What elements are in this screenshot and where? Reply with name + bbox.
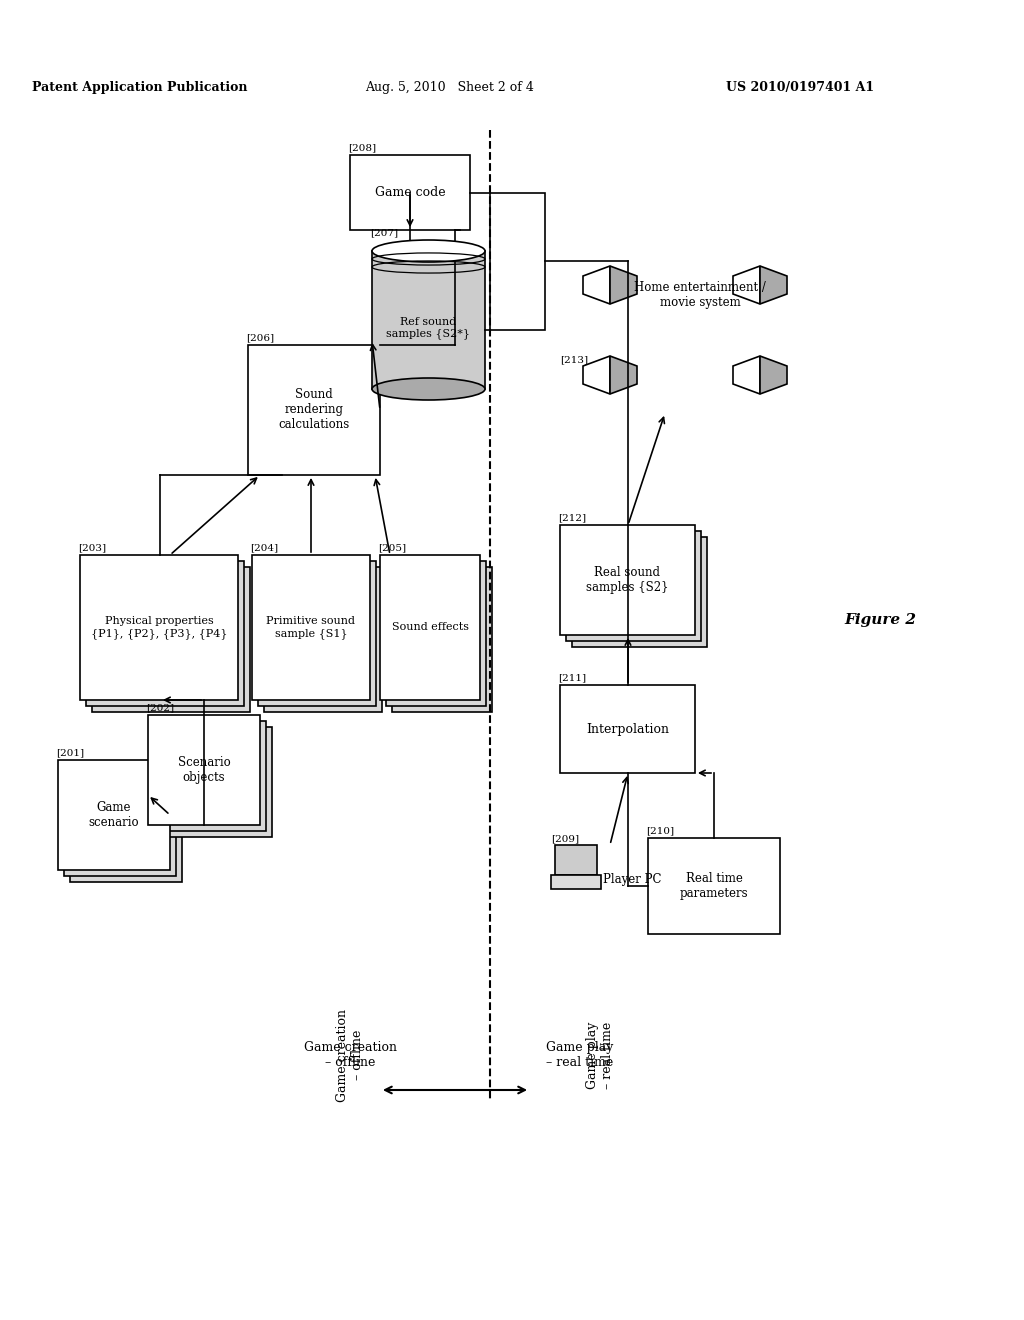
Text: [203]: [203] <box>78 543 106 552</box>
Bar <box>58 760 170 870</box>
Polygon shape <box>583 356 610 393</box>
Text: [205]: [205] <box>378 543 407 552</box>
Text: [209]: [209] <box>551 834 580 843</box>
Text: Scenario
objects: Scenario objects <box>177 756 230 784</box>
Bar <box>252 554 370 700</box>
Polygon shape <box>610 356 637 393</box>
Text: Game creation
– offline: Game creation – offline <box>336 1008 364 1101</box>
Text: Game creation
– offline: Game creation – offline <box>303 1041 396 1069</box>
Text: Patent Application Publication: Patent Application Publication <box>32 82 248 95</box>
Polygon shape <box>610 267 637 304</box>
Polygon shape <box>760 356 787 393</box>
Text: [208]: [208] <box>348 143 376 152</box>
Text: Figure 2: Figure 2 <box>844 612 916 627</box>
Text: Game play
– real time: Game play – real time <box>547 1041 613 1069</box>
Text: Real sound
samples {S2}: Real sound samples {S2} <box>587 566 669 594</box>
Text: Real time
parameters: Real time parameters <box>680 873 749 900</box>
Text: Physical properties
{P1}, {P2}, {P3}, {P4}: Physical properties {P1}, {P2}, {P3}, {P… <box>91 616 227 639</box>
Bar <box>392 568 492 711</box>
Bar <box>86 561 244 706</box>
Text: Sound
rendering
calculations: Sound rendering calculations <box>279 388 349 432</box>
Bar <box>63 766 176 876</box>
Text: Primitive sound
sample {S1}: Primitive sound sample {S1} <box>266 616 355 639</box>
Text: [210]: [210] <box>646 826 674 836</box>
Text: US 2010/0197401 A1: US 2010/0197401 A1 <box>726 82 874 95</box>
Polygon shape <box>733 267 760 304</box>
Bar <box>248 345 380 475</box>
Bar <box>80 554 238 700</box>
Bar <box>648 838 780 935</box>
Bar <box>560 685 695 774</box>
Text: Game play
– real time: Game play – real time <box>586 1022 614 1089</box>
Bar <box>70 772 182 882</box>
Text: Ref sound
samples {S2*}: Ref sound samples {S2*} <box>386 317 470 339</box>
Ellipse shape <box>372 378 485 400</box>
Bar <box>92 568 250 711</box>
Bar <box>551 875 601 888</box>
Polygon shape <box>583 267 610 304</box>
Text: [207]: [207] <box>370 228 398 238</box>
Bar <box>258 561 376 706</box>
Bar <box>264 568 382 711</box>
Text: Game
scenario: Game scenario <box>89 801 139 829</box>
Text: Game code: Game code <box>375 186 445 199</box>
Bar <box>566 531 701 642</box>
Bar <box>372 251 485 389</box>
Bar <box>148 715 260 825</box>
Text: [213]: [213] <box>560 355 588 364</box>
Bar <box>555 845 597 875</box>
Text: Sound effects: Sound effects <box>391 623 469 632</box>
Bar <box>386 561 486 706</box>
Text: [211]: [211] <box>558 673 586 682</box>
Text: [212]: [212] <box>558 513 586 521</box>
Bar <box>154 721 266 832</box>
Bar <box>490 193 545 330</box>
Bar <box>572 537 707 647</box>
Text: Player PC: Player PC <box>603 874 662 887</box>
Bar <box>380 554 480 700</box>
Bar <box>350 154 470 230</box>
Polygon shape <box>760 267 787 304</box>
Polygon shape <box>733 356 760 393</box>
Bar <box>160 727 272 837</box>
Text: Interpolation: Interpolation <box>586 722 669 735</box>
Text: [201]: [201] <box>56 748 84 756</box>
Text: Home entertainment /
movie system: Home entertainment / movie system <box>634 281 766 309</box>
Bar <box>560 525 695 635</box>
Text: [206]: [206] <box>246 333 274 342</box>
Text: [204]: [204] <box>250 543 279 552</box>
Ellipse shape <box>372 240 485 261</box>
Text: [202]: [202] <box>146 704 174 711</box>
Text: Aug. 5, 2010   Sheet 2 of 4: Aug. 5, 2010 Sheet 2 of 4 <box>366 82 535 95</box>
